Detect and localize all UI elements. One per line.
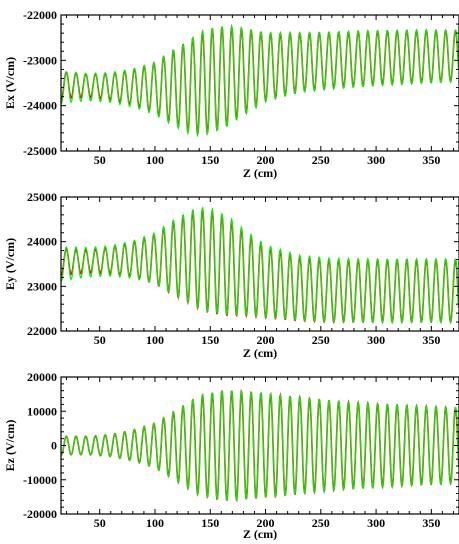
- x-tick-label: 200: [257, 516, 275, 530]
- y-tick-label: -10000: [23, 473, 57, 487]
- y-axis-label: Ez (V/cm): [3, 420, 17, 472]
- y-tick-label: -25000: [23, 144, 57, 158]
- series-line-2: [61, 206, 459, 325]
- plot-frame: [60, 14, 459, 152]
- x-tick-label: 50: [94, 153, 106, 167]
- y-tick-label: 10000: [27, 404, 57, 418]
- x-tick-label: 150: [201, 516, 219, 530]
- x-tick-label: 300: [367, 153, 385, 167]
- chart-panel-2: 50 100 150 200 250 300 350 22000 23000 24000 25000…: [3, 190, 459, 360]
- y-tick-label: -20000: [23, 507, 57, 521]
- y-axis-label: Ey (V/cm): [3, 238, 17, 290]
- x-tick-label: 250: [312, 516, 330, 530]
- x-axis-label: Z (cm): [243, 166, 277, 180]
- chart-panel-3: 50 100 150 200 250 300 350 -20000 -10000 0 10000 20…: [3, 370, 459, 541]
- y-tick-label: -23000: [23, 53, 57, 67]
- x-tick-label: 300: [367, 516, 385, 530]
- series-group: [61, 206, 459, 325]
- x-tick-label: 150: [201, 153, 219, 167]
- y-tick-label: -24000: [23, 99, 57, 113]
- y-tick-label: 23000: [27, 279, 57, 293]
- y-axis-label: Ex (V/cm): [3, 57, 17, 109]
- x-tick-label: 100: [146, 516, 164, 530]
- x-tick-label: 300: [367, 333, 385, 347]
- x-tick-label: 200: [257, 153, 275, 167]
- x-tick-label: 200: [257, 333, 275, 347]
- x-tick-label: 100: [146, 153, 164, 167]
- y-tick-label: 25000: [27, 190, 57, 204]
- y-tick-label: -22000: [23, 8, 57, 22]
- x-axis-label: Z (cm): [243, 527, 277, 541]
- series-group: [61, 24, 459, 138]
- y-tick-label: 20000: [27, 370, 57, 384]
- series-line-2: [61, 24, 459, 137]
- x-tick-label: 50: [94, 516, 106, 530]
- series-group: [61, 388, 459, 503]
- y-tick-label: 0: [51, 439, 57, 453]
- series-line-1: [61, 206, 459, 325]
- y-tick-label: 24000: [27, 235, 57, 249]
- chart-panel-1: 50 100 150 200 250 300 350 -25000 -24000 -23000 -2…: [3, 8, 459, 180]
- x-tick-label: 350: [422, 333, 440, 347]
- x-tick-label: 50: [94, 333, 106, 347]
- y-tick-label: 22000: [27, 324, 57, 338]
- x-tick-label: 250: [312, 333, 330, 347]
- x-tick-label: 350: [422, 153, 440, 167]
- x-tick-label: 350: [422, 516, 440, 530]
- x-tick-label: 100: [146, 333, 164, 347]
- x-tick-label: 150: [201, 333, 219, 347]
- x-axis-label: Z (cm): [243, 346, 277, 360]
- plot-frame: [60, 196, 459, 332]
- series-line-2: [61, 389, 459, 502]
- x-tick-label: 250: [312, 153, 330, 167]
